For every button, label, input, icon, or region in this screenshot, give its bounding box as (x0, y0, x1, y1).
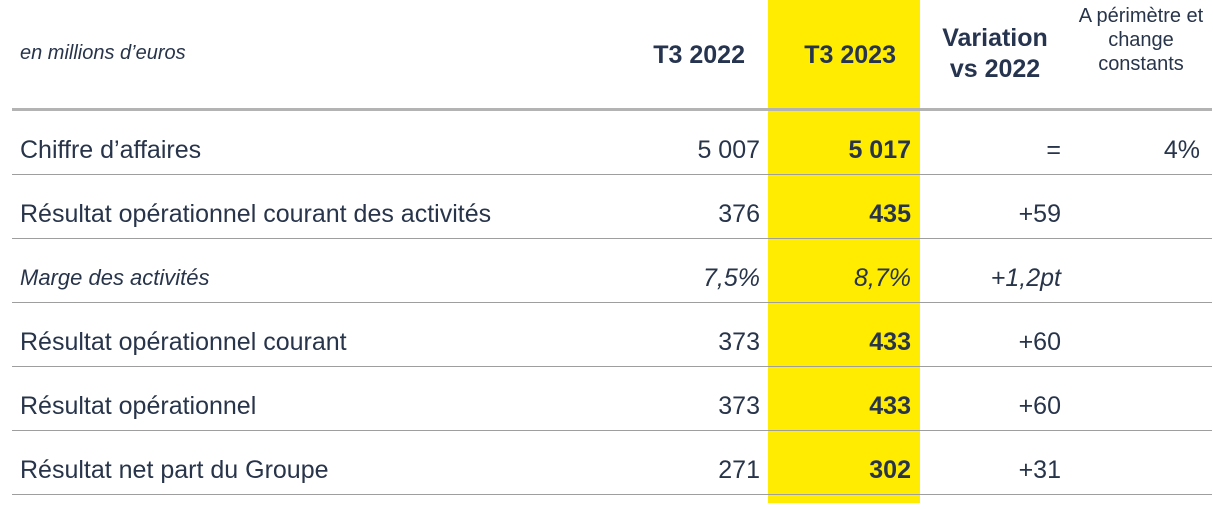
row-label: Chiffre d’affaires (20, 136, 202, 164)
column-header-t3-2023: T3 2023 (804, 41, 896, 69)
table-row-activity-margin: Marge des activités 7,5% 8,7% +1,2pt (12, 239, 1212, 303)
value-t3-2022: 5 007 (697, 136, 760, 164)
value-t3-2022: 373 (718, 328, 760, 356)
table-row-operating-result: Résultat opérationnel 373 433 +60 (12, 367, 1212, 431)
value-variation: +60 (1018, 328, 1061, 356)
table-row-current-operating-result: Résultat opérationnel courant 373 433 +6… (12, 303, 1212, 367)
row-label: Marge des activités (20, 265, 210, 290)
row-label: Résultat opérationnel courant des activi… (20, 200, 492, 228)
value-variation: = (1046, 136, 1061, 164)
row-label: Résultat opérationnel (20, 392, 257, 420)
unit-label: en millions d’euros (20, 42, 186, 64)
value-t3-2022: 373 (718, 392, 760, 420)
value-variation: +31 (1018, 456, 1061, 484)
table-row-revenue: Chiffre d’affaires 5 007 5 017 = 4% (12, 111, 1212, 175)
value-t3-2022: 376 (718, 200, 760, 228)
column-header-t3-2022: T3 2022 (653, 41, 745, 69)
value-t3-2023: 5 017 (848, 136, 911, 164)
results-table: Chiffre d’affaires 5 007 5 017 = 4% Résu… (12, 111, 1212, 495)
value-t3-2023: 433 (869, 392, 911, 420)
row-label: Résultat net part du Groupe (20, 456, 329, 484)
value-t3-2022: 271 (718, 456, 760, 484)
value-t3-2023: 8,7% (854, 264, 911, 292)
row-label: Résultat opérationnel courant (20, 328, 347, 356)
value-t3-2023: 302 (869, 456, 911, 484)
t3-2023-column-highlight (768, 0, 920, 503)
value-t3-2023: 433 (869, 328, 911, 356)
table-row-net-income-group-share: Résultat net part du Groupe 271 302 +31 (12, 431, 1212, 495)
value-variation: +59 (1018, 200, 1061, 228)
column-header-constant-scope: A périmètre et change constants (1078, 5, 1204, 75)
value-constant-scope: 4% (1163, 136, 1200, 164)
value-variation: +1,2pt (990, 264, 1061, 292)
header-divider (12, 108, 1212, 111)
column-header-variation: Variation vs 2022 (942, 24, 1048, 83)
value-t3-2022: 7,5% (703, 264, 760, 292)
value-variation: +60 (1018, 392, 1061, 420)
table-row-activity-operating-result: Résultat opérationnel courant des activi… (12, 175, 1212, 239)
value-t3-2023: 435 (869, 200, 911, 228)
